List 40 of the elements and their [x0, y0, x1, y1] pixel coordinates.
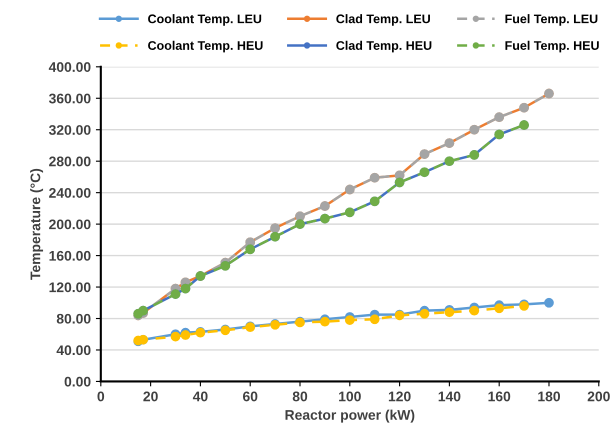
y-tick-label: 360.00 [48, 94, 91, 104]
y-tick-label: 80.00 [56, 314, 91, 324]
legend-label: Fuel Temp. HEU [505, 40, 599, 52]
point [320, 316, 330, 327]
y-axis-title: Temperature (°C) [30, 168, 44, 280]
point [420, 308, 430, 319]
point [494, 303, 504, 314]
x-tick-label: 20 [143, 392, 158, 402]
legend-label: Clad Temp. HEU [336, 40, 432, 52]
point [170, 332, 180, 342]
x-tick-label: 120 [388, 392, 411, 402]
y-tick-label: 320.00 [48, 125, 91, 135]
point [544, 298, 554, 308]
legend-label: Coolant Temp. HEU [148, 40, 263, 52]
x-tick-label: 140 [438, 392, 460, 402]
x-tick-label: 60 [242, 392, 258, 402]
y-tick-label: 280.00 [49, 156, 91, 166]
x-tick-label: 0 [98, 392, 104, 402]
point [469, 306, 480, 316]
x-tick-label: 80 [292, 392, 308, 402]
x-tick-label: 40 [192, 392, 208, 402]
legend-label: Coolant Temp. LEU [148, 14, 262, 26]
point [344, 315, 355, 325]
y-tick-label: 400.00 [48, 62, 91, 72]
legend-label: Fuel Temp. LEU [505, 14, 598, 26]
legend-label: Clad Temp. LEU [336, 14, 430, 26]
x-tick-label: 180 [538, 392, 560, 402]
x-tick-label: 200 [588, 392, 610, 402]
y-tick-label: 160.00 [49, 250, 91, 261]
x-axis-title: Reactor power (kW) [286, 410, 414, 423]
y-tick-label: 200.00 [49, 219, 91, 230]
y-tick-label: 40.00 [56, 345, 91, 356]
y-tick-label: 120.00 [49, 282, 91, 292]
point [180, 330, 190, 340]
x-tick-label: 160 [488, 392, 510, 402]
point [444, 307, 454, 318]
point [370, 314, 380, 324]
y-tick-label: 240.00 [49, 188, 91, 198]
y-tick-label: 0.00 [64, 376, 91, 387]
x-tick-label: 100 [339, 392, 361, 402]
